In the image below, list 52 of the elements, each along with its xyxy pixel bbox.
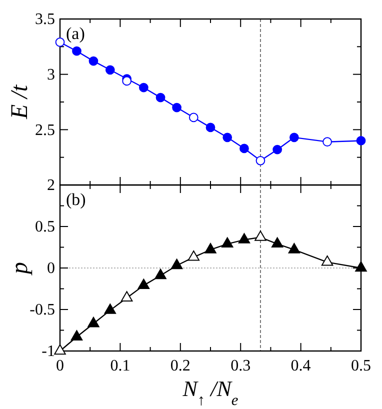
y-tick-label: 3.5 [35, 11, 55, 28]
annotation: (a) [66, 24, 85, 43]
point [104, 304, 116, 314]
y-tick-label: -0.5 [30, 302, 55, 319]
point [206, 122, 216, 132]
point [138, 278, 150, 290]
point [222, 132, 232, 142]
point [356, 136, 366, 146]
point [170, 258, 183, 270]
point [254, 230, 266, 241]
x-tick-label: 0.5 [351, 357, 371, 374]
y-axis-title: p [7, 262, 33, 276]
y-tick-label: 2 [47, 177, 55, 194]
point [188, 112, 198, 122]
point [72, 46, 82, 56]
point [120, 291, 133, 302]
y-tick-label: 0 [47, 260, 55, 278]
y-tick-label: 0.5 [35, 218, 55, 236]
point [289, 132, 299, 142]
point [256, 156, 266, 166]
point [221, 237, 234, 248]
point [288, 243, 300, 254]
point [355, 261, 367, 272]
point [321, 255, 334, 266]
point [156, 92, 166, 102]
x-tick-label: 0.2 [170, 357, 190, 374]
y-tick-label: -1 [42, 343, 55, 360]
x-tick-label: 0.1 [110, 357, 130, 374]
point [154, 268, 166, 280]
point [138, 82, 148, 92]
point [55, 38, 65, 47]
point [271, 237, 284, 248]
point [322, 137, 332, 147]
x-tick-label: 0.4 [290, 357, 311, 374]
point [238, 233, 250, 244]
x-axis-title: N$_{↑}$ /N$_{e}$ [182, 376, 238, 408]
x-tick-label: 0.3 [230, 357, 251, 374]
y-tick-label: 3 [47, 66, 55, 84]
point [188, 250, 200, 261]
point [88, 56, 98, 66]
y-axis-title: E /t [7, 84, 33, 120]
point [204, 243, 216, 254]
point [70, 330, 83, 340]
point [240, 144, 249, 154]
point [54, 344, 66, 355]
point [172, 102, 182, 112]
point [272, 144, 282, 154]
point [105, 65, 115, 75]
annotation: (b) [66, 190, 86, 209]
point [122, 76, 132, 86]
y-tick-label: 2.5 [35, 122, 55, 139]
point [88, 316, 100, 328]
